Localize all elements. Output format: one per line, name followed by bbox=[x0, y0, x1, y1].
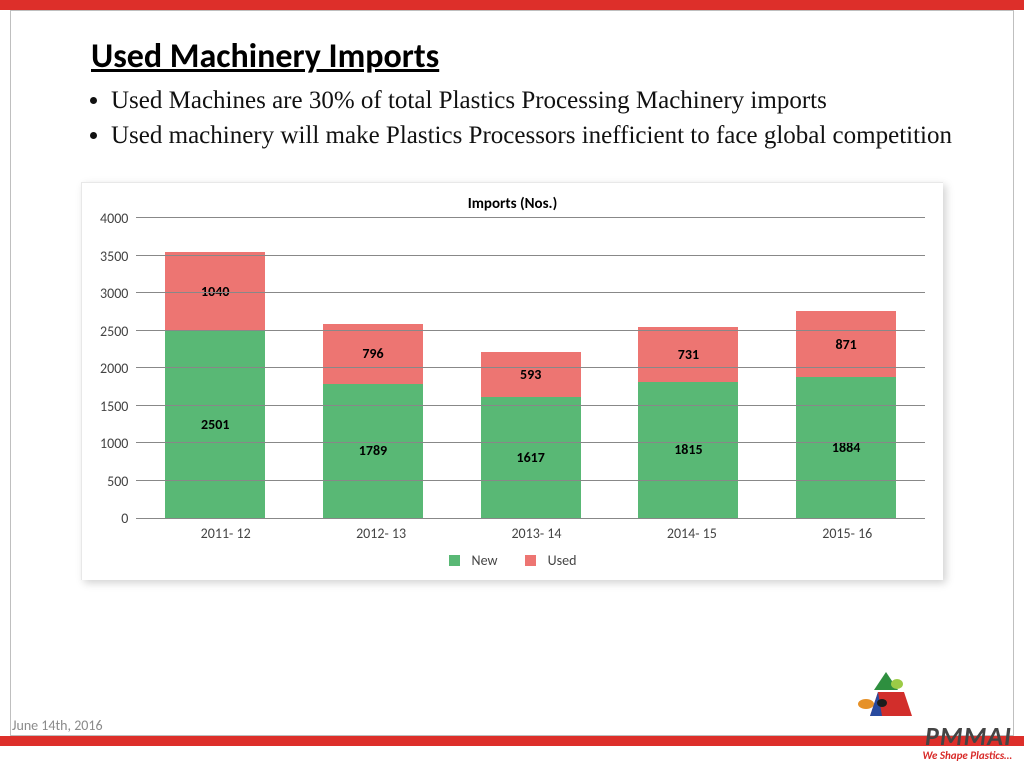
chart-title: Imports (Nos.) bbox=[100, 195, 925, 213]
bar-column: 1815731 bbox=[638, 327, 738, 518]
slide-content: Used Machinery Imports Used Machines are… bbox=[10, 10, 1014, 736]
legend-item-used: Used bbox=[519, 552, 583, 569]
bar-segment-new: 1884 bbox=[796, 377, 896, 518]
x-tick-label: 2015- 16 bbox=[797, 525, 897, 542]
slide-title: Used Machinery Imports bbox=[91, 36, 973, 77]
imports-chart: Imports (Nos.) 4000350030002500200015001… bbox=[81, 182, 943, 580]
x-tick-label: 2012- 13 bbox=[331, 525, 431, 542]
bullet-list: Used Machines are 30% of total Plastics … bbox=[111, 85, 973, 152]
gridline bbox=[136, 292, 925, 293]
bar-column: 1789796 bbox=[323, 324, 423, 518]
bar-segment-used: 796 bbox=[323, 324, 423, 384]
gridline bbox=[136, 405, 925, 406]
bar-segment-used: 731 bbox=[638, 327, 738, 382]
gridline bbox=[136, 217, 925, 218]
bar-column: 1617593 bbox=[481, 352, 581, 518]
bar-segment-new: 1815 bbox=[638, 382, 738, 518]
legend-label: New bbox=[472, 552, 498, 569]
logo-tagline: We Shape Plastics… bbox=[842, 749, 1012, 762]
gridline bbox=[136, 330, 925, 331]
x-tick-label: 2013- 14 bbox=[486, 525, 586, 542]
bar-segment-new: 2501 bbox=[165, 330, 265, 518]
logo-graphic-icon bbox=[852, 670, 922, 726]
bullet-item: Used Machines are 30% of total Plastics … bbox=[111, 85, 961, 118]
x-axis: 2011- 12 2012- 13 2013- 14 2014- 15 2015- 16 bbox=[148, 525, 925, 542]
x-tick-label: 2014- 15 bbox=[642, 525, 742, 542]
bar-segment-new: 1617 bbox=[481, 397, 581, 518]
bullet-item: Used machinery will make Plastics Proces… bbox=[111, 120, 961, 153]
gridline bbox=[136, 480, 925, 481]
plot-area: 250110401789796161759318157311884871 bbox=[136, 219, 925, 519]
legend-swatch-new bbox=[449, 555, 460, 566]
top-accent-bar bbox=[0, 0, 1024, 10]
gridline bbox=[136, 255, 925, 256]
gridline bbox=[136, 367, 925, 368]
legend-label: Used bbox=[548, 552, 577, 569]
bar-segment-used: 593 bbox=[481, 352, 581, 396]
gridline bbox=[136, 442, 925, 443]
logo-text: PMMAI bbox=[842, 726, 1012, 747]
legend-swatch-used bbox=[525, 555, 536, 566]
x-tick-label: 2011- 12 bbox=[176, 525, 276, 542]
bars-container: 250110401789796161759318157311884871 bbox=[136, 219, 925, 518]
bar-column: 1884871 bbox=[796, 311, 896, 518]
org-logo: PMMAI We Shape Plastics… bbox=[842, 726, 1012, 762]
y-axis: 40003500300025002000150010005000 bbox=[100, 219, 136, 519]
footer-date: June 14th, 2016 bbox=[12, 717, 103, 734]
chart-legend: New Used bbox=[100, 552, 925, 570]
legend-item-new: New bbox=[443, 552, 504, 569]
